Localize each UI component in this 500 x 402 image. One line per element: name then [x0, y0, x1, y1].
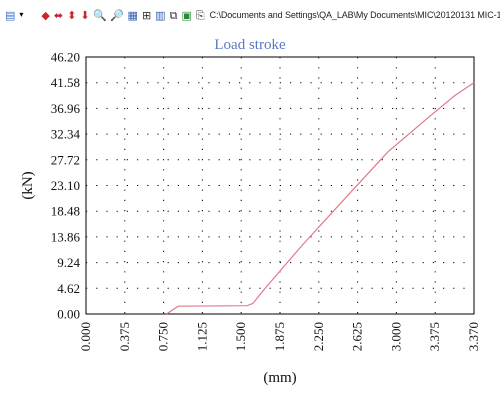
x-tick-label: 2.625	[350, 322, 365, 351]
ticks-layer: 0.000 0.375 0.750 1.125 1.500 1.875 2.250 2.625…	[51, 50, 481, 352]
file-path-text: C:\Documents and Settings\QA_LAB\My Docu…	[209, 10, 500, 20]
plot-frame	[85, 56, 475, 315]
x-tick-label: 1.875	[272, 322, 287, 351]
y-tick-label: 27.72	[51, 152, 80, 167]
calculator-icon[interactable]: ▥	[155, 8, 166, 22]
x-tick-label: 0.000	[78, 322, 93, 351]
pan-left-icon[interactable]: ◆	[41, 8, 50, 22]
x-tick-label: 3.375	[427, 322, 442, 351]
export-icon[interactable]: ⎘	[195, 8, 205, 22]
dropdown-icon[interactable]: ▾	[19, 10, 24, 19]
x-tick-label: 0.750	[156, 322, 171, 351]
x-tick-label: 3.000	[388, 322, 403, 351]
fit-icon[interactable]: ⊞	[141, 8, 152, 22]
y-tick-label: 4.62	[57, 281, 80, 296]
x-tick-label: 1.500	[233, 322, 248, 351]
y-tick-label: 32.34	[51, 127, 81, 142]
y-axis-label: (kN)	[20, 171, 36, 199]
copy-icon[interactable]: ⧉	[169, 8, 178, 22]
y-tick-label: 0.00	[57, 307, 80, 322]
x-axis-label: (mm)	[263, 370, 296, 386]
chart-type-icon[interactable]: ▤	[5, 8, 16, 22]
zoom-out-icon[interactable]: 🔎	[110, 8, 124, 22]
pan-vertical-icon[interactable]: ⬍	[67, 8, 77, 22]
y-tick-label: 41.58	[51, 75, 80, 90]
print-icon[interactable]: ▣	[181, 8, 192, 22]
y-tick-label: 13.86	[51, 229, 81, 244]
grid-layer	[86, 57, 474, 314]
y-tick-label: 9.24	[57, 255, 80, 270]
zoom-in-icon[interactable]: 🔍	[93, 8, 107, 22]
y-tick-label: 36.96	[51, 101, 81, 116]
series-line	[166, 82, 475, 315]
x-tick-label: 2.250	[311, 322, 326, 351]
y-tick-label: 18.48	[51, 204, 80, 219]
y-tick-label: 23.10	[51, 178, 80, 193]
x-tick-label: 0.375	[117, 322, 132, 351]
x-tick-label: 1.125	[194, 322, 209, 351]
x-tick-label: 3.370	[466, 322, 481, 351]
pan-horizontal-icon[interactable]: ⬌	[53, 8, 64, 22]
table-icon[interactable]: ▦	[127, 8, 138, 22]
chart-toolbar: ▤ ▾ ◆ ⬌ ⬍ ⬇ 🔍 🔎 ▦ ⊞ ▥ ⧉ ▣ ⎘ C:\Documents…	[0, 0, 500, 30]
pan-down-icon[interactable]: ⬇	[80, 8, 90, 22]
y-tick-label: 46.20	[51, 50, 80, 65]
chart-title: Load stroke	[214, 37, 286, 53]
